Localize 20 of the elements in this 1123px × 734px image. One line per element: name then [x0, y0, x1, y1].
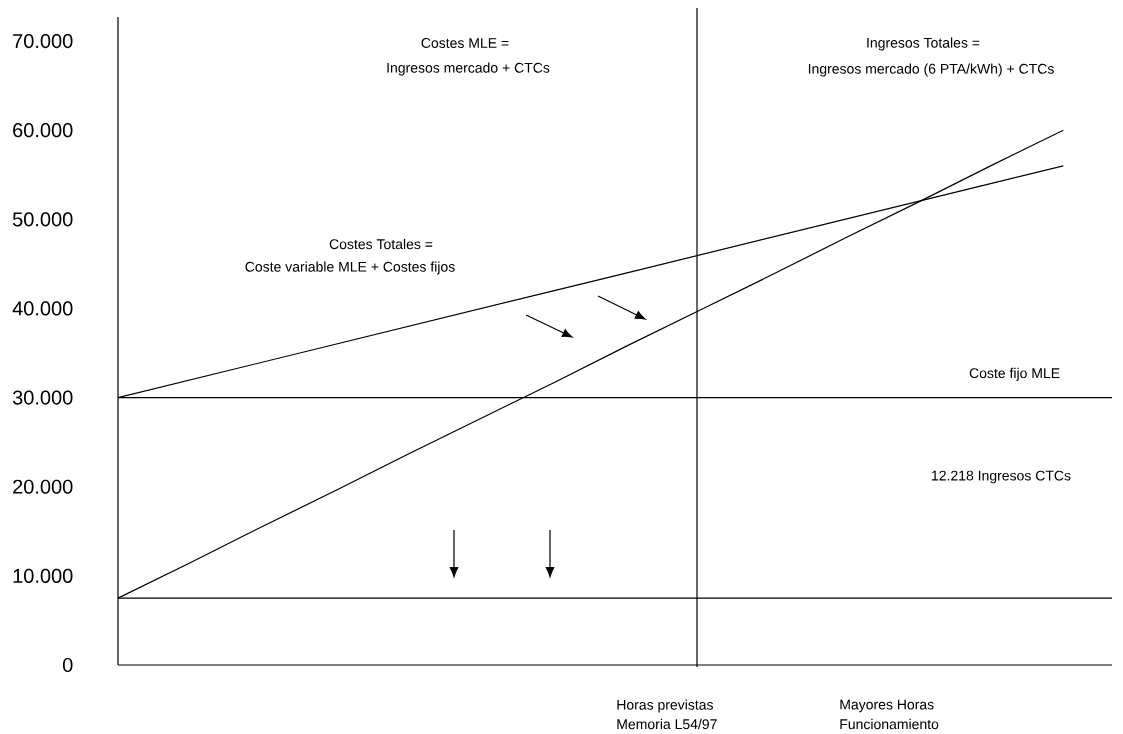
y-tick-label: 40.000 — [12, 301, 73, 316]
y-tick-label: 60.000 — [13, 123, 73, 138]
text: Funcionamiento — [840, 718, 939, 730]
annotation: Ingresos Totales = — [867, 37, 980, 51]
annotation: Ingresos mercado + CTCs — [387, 62, 550, 76]
annotation: 12.218 Ingresos CTCs — [932, 470, 1071, 484]
y-tick-label: 50.000 — [12, 212, 73, 227]
text: Mayores Horas — [840, 699, 934, 713]
y-tick-label: 20.000 — [13, 479, 73, 494]
annotation: Costes Totales = — [329, 238, 433, 250]
y-tick-label: 10.000 — [13, 568, 73, 583]
text: Horas previstas — [617, 699, 713, 713]
y-tick-label: 30.000 — [12, 390, 73, 405]
ref-line-label: Coste fijo MLE — [969, 367, 1060, 381]
annotation: Ingresos mercado (6 PTA/kWh) + CTCs — [808, 63, 1054, 77]
annotation: Coste variable MLE + Costes fijos — [245, 261, 455, 275]
annotation: Costes MLE = — [421, 38, 509, 48]
y-tick-label: 0 — [62, 657, 73, 673]
y-tick-label: 70.000 — [13, 33, 73, 49]
text: Memoria L54/97 — [617, 718, 717, 730]
